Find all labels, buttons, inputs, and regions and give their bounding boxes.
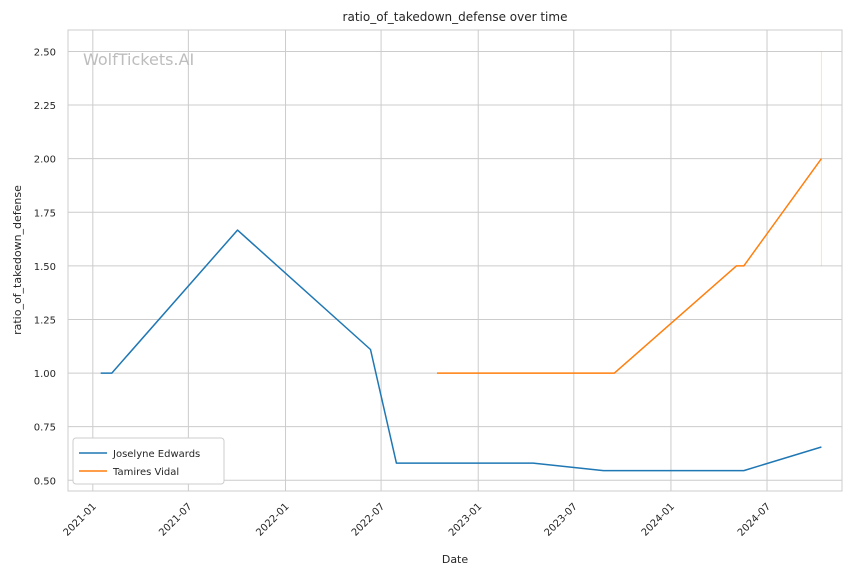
x-tick-label: 2022-07 <box>350 501 387 538</box>
y-tick-label: 1.75 <box>34 208 56 219</box>
y-tick-label: 1.00 <box>34 369 56 380</box>
x-gridlines <box>92 30 768 491</box>
legend-label-joselyne-edwards: Joselyne Edwards <box>112 449 200 460</box>
watermark: WolfTickets.AI <box>83 50 194 69</box>
chart-title: ratio_of_takedown_defense over time <box>343 10 568 24</box>
y-tick-label: 2.00 <box>34 155 56 166</box>
legend-box <box>72 437 225 485</box>
y-tick-label: 2.25 <box>34 101 56 112</box>
y-tick-label: 0.75 <box>34 423 56 434</box>
x-tick-label: 2024-07 <box>736 501 773 538</box>
series-line-tamires-vidal <box>437 158 823 374</box>
plot-area <box>67 29 843 492</box>
y-tick-labels: 0.50 0.75 1.00 1.25 1.50 1.75 2.00 2.25 2.50 <box>34 47 56 487</box>
x-tick-label: 2022-01 <box>254 501 291 538</box>
y-tick-label: 1.25 <box>34 315 56 326</box>
x-tick-labels: 2021-01 2021-07 2022-01 2022-07 2023-01 2023-… <box>62 501 774 538</box>
series-lines <box>100 158 823 472</box>
legend: Joselyne Edwards Tamires Vidal <box>72 437 225 485</box>
y-axis-label: ratio_of_takedown_defense <box>11 185 24 335</box>
legend-label-tamires-vidal: Tamires Vidal <box>112 467 179 478</box>
x-tick-label: 2023-07 <box>543 501 580 538</box>
x-tick-label: 2021-01 <box>62 501 99 538</box>
x-tick-label: 2024-01 <box>640 501 677 538</box>
x-tick-label: 2023-01 <box>447 501 484 538</box>
y-tick-label: 0.50 <box>34 476 56 487</box>
y-tick-label: 2.50 <box>34 47 56 58</box>
y-tick-label: 1.50 <box>34 262 56 273</box>
series-line-joselyne-edwards <box>100 229 822 472</box>
x-axis-label: Date <box>442 553 469 566</box>
y-gridlines <box>68 50 842 481</box>
x-tick-label: 2021-07 <box>157 501 194 538</box>
